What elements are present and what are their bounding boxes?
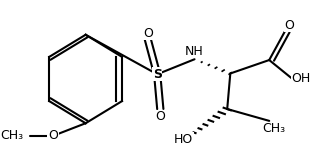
Text: O: O xyxy=(284,19,294,32)
Text: S: S xyxy=(153,68,162,81)
Text: OH: OH xyxy=(292,73,311,85)
Text: CH₃: CH₃ xyxy=(262,122,285,135)
Text: NH: NH xyxy=(185,45,204,58)
Text: O: O xyxy=(48,129,58,142)
Text: HO: HO xyxy=(174,133,193,146)
Text: O: O xyxy=(143,27,153,40)
Text: O: O xyxy=(156,110,165,123)
Text: CH₃: CH₃ xyxy=(0,129,23,142)
